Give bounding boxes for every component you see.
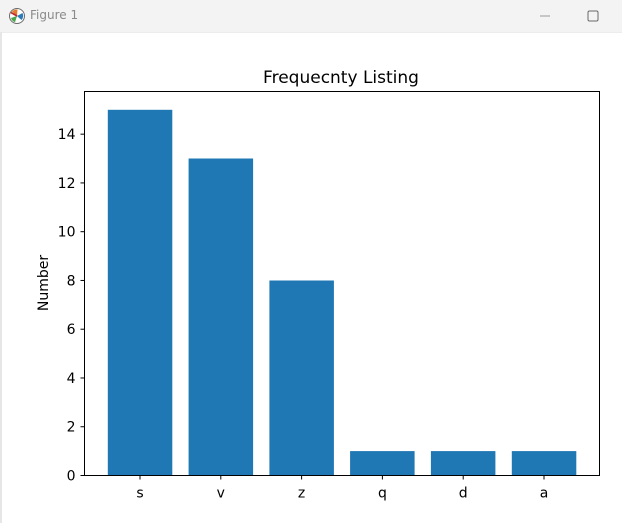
matplotlib-figure-icon [9, 8, 25, 24]
y-tick-label: 2 [67, 420, 76, 436]
chart-title: Frequecnty Listing [263, 68, 419, 88]
minimize-icon [540, 15, 550, 17]
y-tick-label: 14 [58, 127, 76, 143]
plot-frame [84, 91, 600, 476]
minimize-button[interactable] [522, 0, 568, 32]
x-tick-label: a [540, 486, 549, 502]
y-tick-label: 12 [58, 176, 76, 192]
x-tick-label: q [378, 486, 387, 502]
y-axis-label: Number [36, 255, 52, 311]
bar-s [107, 109, 173, 476]
bar-v [188, 158, 254, 476]
y-tick-label: 0 [67, 469, 76, 485]
x-tick-label: s [136, 486, 143, 502]
y-tick-label: 4 [67, 371, 76, 387]
y-tick-label: 6 [67, 322, 76, 338]
window-title: Figure 1 [30, 8, 79, 22]
window-left-edge [0, 32, 2, 523]
x-tick-label: z [298, 486, 305, 502]
bar-q [350, 451, 415, 476]
maximize-icon [587, 10, 599, 22]
y-axis: 0 2 4 6 8 10 12 14 [58, 127, 85, 485]
bar-z [269, 280, 334, 476]
window-titlebar: Figure 1 [0, 0, 622, 33]
bar-d [430, 451, 496, 476]
x-tick-label: d [459, 486, 468, 502]
y-tick-label: 8 [67, 273, 76, 289]
bars-group [107, 109, 577, 476]
bar-a [511, 451, 577, 476]
y-tick-label: 10 [58, 225, 76, 241]
maximize-button[interactable] [570, 0, 616, 32]
bar-chart: Frequecnty Listing 0 2 4 6 8 10 12 14 s v z q d a Nu… [36, 68, 600, 502]
x-tick-label: v [217, 486, 225, 502]
